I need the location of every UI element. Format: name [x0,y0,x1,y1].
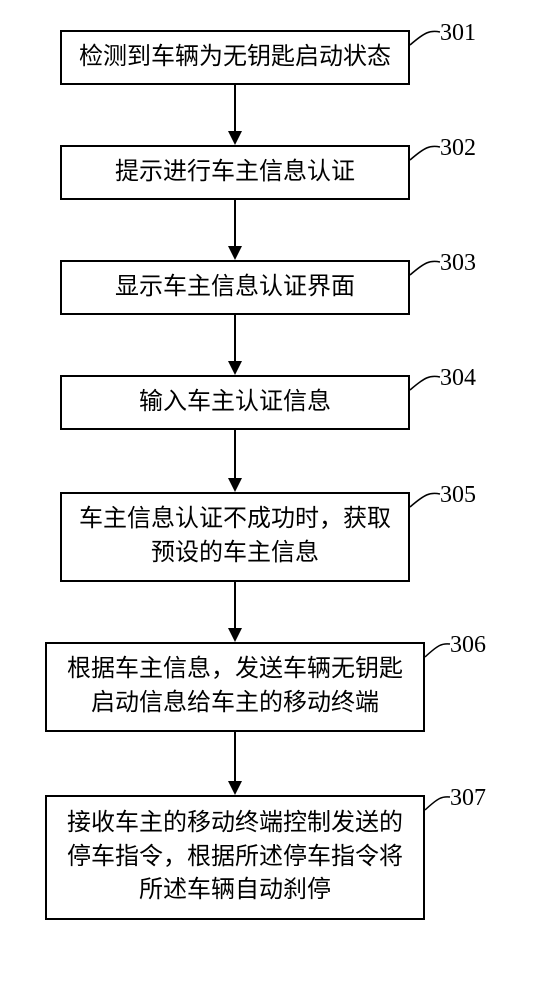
flow-node-text: 显示车主信息认证界面 [115,271,355,305]
flow-edge-line [234,315,236,361]
flow-node-text: 根据车主信息，发送车辆无钥匙启动信息给车主的移动终端 [57,653,413,720]
leader-line [410,376,440,390]
leader-line [425,797,450,810]
flow-node-label: 307 [450,785,486,812]
flow-node-text: 提示进行车主信息认证 [115,156,355,190]
flow-node: 车主信息认证不成功时，获取预设的车主信息 [60,492,410,582]
leader-line [410,493,440,507]
flow-node-label: 306 [450,632,486,659]
flowchart-canvas: 检测到车辆为无钥匙启动状态 301 提示进行车主信息认证 302 显示车主信息认证界面 3… [0,0,551,1000]
flow-node: 根据车主信息，发送车辆无钥匙启动信息给车主的移动终端 [45,642,425,732]
flow-node: 显示车主信息认证界面 [60,260,410,315]
flow-edge-line [234,582,236,628]
flow-node-label: 303 [440,250,476,277]
flow-node: 检测到车辆为无钥匙启动状态 [60,30,410,85]
leader-line [425,644,450,657]
flow-edge-line [234,200,236,246]
flow-edge-arrow [228,131,242,145]
leader-line [410,261,440,275]
flow-edge-line [234,85,236,131]
flow-node-label: 305 [440,482,476,509]
flow-node-text: 接收车主的移动终端控制发送的停车指令，根据所述停车指令将所述车辆自动刹停 [57,807,413,908]
flow-node-text: 输入车主认证信息 [139,386,331,420]
flow-edge-arrow [228,478,242,492]
flow-node: 接收车主的移动终端控制发送的停车指令，根据所述停车指令将所述车辆自动刹停 [45,795,425,920]
flow-edge-line [234,430,236,478]
flow-node: 提示进行车主信息认证 [60,145,410,200]
flow-node-text: 车主信息认证不成功时，获取预设的车主信息 [72,503,398,570]
flow-node-label: 302 [440,135,476,162]
leader-line [410,31,440,45]
leader-line [410,146,440,160]
flow-edge-arrow [228,246,242,260]
flow-edge-arrow [228,628,242,642]
flow-edge-arrow [228,781,242,795]
flow-node-label: 304 [440,365,476,392]
flow-edge-line [234,732,236,781]
flow-node: 输入车主认证信息 [60,375,410,430]
flow-node-label: 301 [440,20,476,47]
flow-node-text: 检测到车辆为无钥匙启动状态 [79,41,391,75]
flow-edge-arrow [228,361,242,375]
